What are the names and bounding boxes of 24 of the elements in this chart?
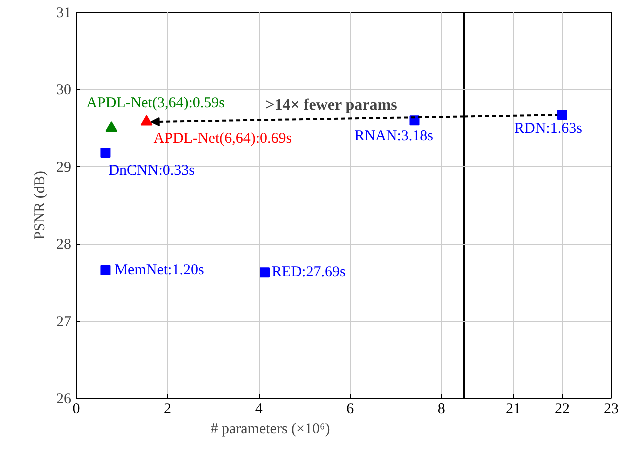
y-tick-label: 26 [56,392,72,408]
x-tick-label: 2 [164,402,172,418]
series-label: RNAN:3.18s [354,128,434,145]
x-tick-label: 6 [346,402,355,418]
series-label: APDL-Net(3,64):0.59s [86,95,226,112]
y-tick-label: 29 [56,160,72,176]
x-axis-title: # parameters (×10⁶) [210,422,330,438]
y-tick-label: 27 [56,314,72,330]
y-axis-title: PSNR (dB) [32,171,48,240]
y-tick-label: 28 [56,237,72,254]
y-tick-label: 31 [56,6,72,22]
x-tick-label: 8 [438,402,446,418]
series-label: RED:27.69s [272,264,346,281]
x-tick-label: 22 [555,402,570,418]
series-label: APDL-Net(6,64):0.69s [154,131,292,148]
y-tick-label: 30 [56,82,72,99]
x-tick-label: 0 [72,402,80,418]
series-label: DnCNN:0.33s [108,163,196,180]
annotation: >14× fewer params [266,96,398,114]
x-tick-label: 23 [604,402,619,418]
series-label: RDN:1.63s [514,121,583,138]
x-tick-label: 4 [255,402,264,418]
x-tick-label: 21 [506,402,521,418]
series-label: MemNet:1.20s [114,262,204,278]
